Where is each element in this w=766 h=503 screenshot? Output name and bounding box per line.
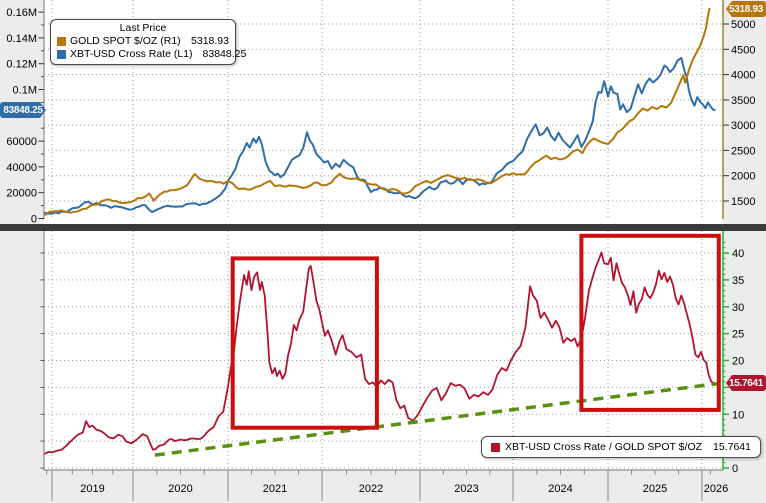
xbt-series-line [44, 56, 716, 215]
top-right-tick-label: 4500 [731, 44, 755, 56]
year-label: 2021 [263, 483, 287, 495]
year-label: 2023 [454, 483, 478, 495]
top-right-tick-label: 1500 [731, 196, 755, 208]
legend-label-xbt: XBT-USD Cross Rate (L1) [70, 48, 193, 60]
legend-row-xbt[interactable]: XBT-USD Cross Rate (L1) 83848.25 [57, 48, 246, 61]
bottom-right-tick-label: 30 [732, 302, 744, 314]
legend-value-xbt: 83848.25 [202, 48, 247, 60]
bottom-right-tick-label: 25 [732, 329, 744, 341]
top-right-tick-label: 4000 [731, 70, 755, 82]
top-legend[interactable]: Last Price GOLD SPOT $/OZ (R1) 5318.93 X… [50, 19, 246, 65]
panel-divider [0, 224, 766, 231]
highlight-box-2 [579, 233, 721, 412]
highlight-box-1 [230, 256, 379, 430]
top-right-tick-label: 2500 [731, 145, 755, 157]
bottom-right-tick-label: 20 [732, 356, 744, 368]
top-left-tick-label: 0.12M [6, 59, 37, 71]
top-left-tick-label: 0.14M [6, 33, 37, 45]
bottom-right-tick-label: 40 [732, 248, 744, 260]
bottom-right-tick-label: 0 [732, 463, 738, 475]
top-right-tick-label: 3000 [731, 120, 755, 132]
gold-series-swatch-icon [57, 37, 66, 46]
xbt-series-swatch-icon [57, 50, 66, 59]
gold-series-line [44, 7, 711, 216]
ratio-series-line [44, 251, 715, 455]
legend-label-ratio: XBT-USD Cross Rate / GOLD SPOT $/OZ [505, 441, 703, 453]
top-left-tick-label: 0.16M [6, 7, 37, 19]
bottom-right-tick-label: 35 [732, 275, 744, 287]
legend-title: Last Price [119, 22, 167, 34]
year-label: 2024 [548, 483, 572, 495]
top-right-tick-label: 5000 [731, 19, 755, 31]
legend-label-gold: GOLD SPOT $/OZ (R1) [70, 35, 181, 47]
gold-last-price-badge: 5318.93 [726, 1, 766, 17]
bottom-legend[interactable]: XBT-USD Cross Rate / GOLD SPOT $/OZ 15.7… [481, 436, 761, 458]
year-label: 2019 [80, 483, 104, 495]
top-left-tick-label: 40000 [6, 162, 37, 174]
legend-value-gold: 5318.93 [191, 35, 229, 47]
top-right-tick-label: 3500 [731, 95, 755, 107]
top-right-tick-label: 2000 [731, 171, 755, 183]
top-left-tick-label: 60000 [6, 136, 37, 148]
legend-value-ratio: 15.7641 [713, 441, 751, 453]
bottom-right-tick-label: 10 [732, 409, 744, 421]
top-left-tick-label: 20000 [6, 188, 37, 200]
ratio-series-swatch-icon [491, 442, 500, 452]
year-label: 2022 [359, 483, 383, 495]
year-label: 2025 [643, 483, 667, 495]
bottom-plot-area[interactable] [44, 231, 723, 470]
xbt-last-price-badge: 83848.25 [0, 102, 46, 118]
year-label: 2020 [168, 483, 192, 495]
ratio-last-price-badge: 15.7641 [726, 375, 766, 391]
top-left-tick-label: 0 [31, 214, 37, 226]
legend-row-gold[interactable]: GOLD SPOT $/OZ (R1) 5318.93 [57, 35, 229, 48]
year-label: 2026 [704, 483, 728, 495]
support-trendline [154, 381, 720, 457]
top-left-tick-label: 0.1M [13, 85, 37, 97]
